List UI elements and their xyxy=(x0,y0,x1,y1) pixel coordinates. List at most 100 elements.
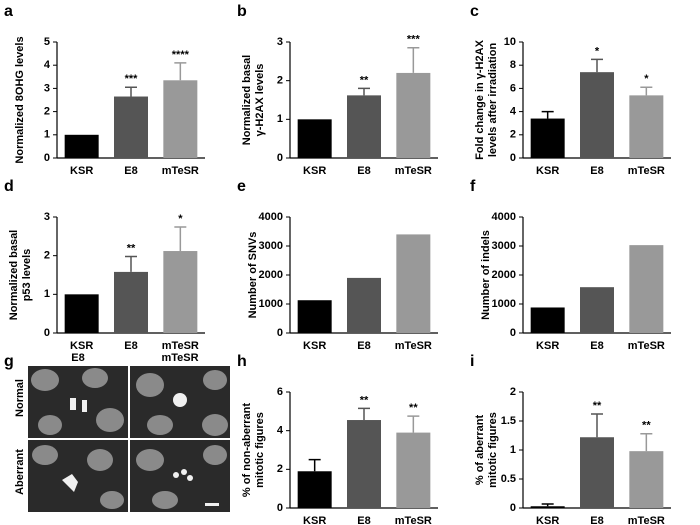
significance-label: * xyxy=(178,213,183,225)
y-tick-label: 1.5 xyxy=(501,415,516,427)
y-axis-label: Normalized 8OHG levels xyxy=(14,36,26,163)
y-tick-label: 1 xyxy=(44,288,50,300)
bar xyxy=(396,432,431,508)
y-axis-label: Number of SNVs xyxy=(247,232,259,319)
y-tick-label: 3 xyxy=(44,82,50,94)
bar xyxy=(347,95,381,158)
bar xyxy=(396,72,431,158)
column-label: mTeSR xyxy=(161,352,198,364)
y-tick-label: 0 xyxy=(44,152,50,164)
error-bar xyxy=(308,458,321,472)
bar xyxy=(64,134,99,158)
y-tick-label: 5 xyxy=(44,36,50,48)
y-tick-label: 0 xyxy=(510,502,516,514)
x-tick-label: KSR xyxy=(536,340,559,352)
significance-label: *** xyxy=(125,73,139,85)
y-tick-label: 10 xyxy=(504,36,516,48)
panel-label: c xyxy=(470,3,479,20)
bar xyxy=(114,271,148,333)
error-bar xyxy=(407,415,420,433)
significance-label: ** xyxy=(409,402,418,414)
y-tick-label: 0 xyxy=(44,327,50,339)
y-tick-label: 1000 xyxy=(259,298,283,310)
bar xyxy=(580,437,614,508)
y-tick-label: 6 xyxy=(510,82,516,94)
y-axis-label: mitotic figures xyxy=(487,412,499,488)
error-bar xyxy=(125,86,137,97)
column-label: E8 xyxy=(71,352,84,364)
error-bar xyxy=(640,433,653,452)
y-axis-label: Number of indels xyxy=(480,230,492,320)
bar xyxy=(347,277,381,333)
x-tick-label: mTeSR xyxy=(162,340,199,352)
error-bar xyxy=(541,110,554,119)
error-bar xyxy=(407,47,420,73)
micrographs xyxy=(28,366,230,512)
x-tick-label: E8 xyxy=(590,340,603,352)
x-tick-label: E8 xyxy=(357,340,370,352)
error-bar xyxy=(640,86,653,96)
significance-label: ** xyxy=(127,242,136,254)
bar xyxy=(347,420,381,508)
row-label: Normal xyxy=(14,379,26,417)
significance-label: ** xyxy=(593,400,602,412)
y-axis-label: Normalized basal xyxy=(241,55,253,145)
significance-label: ** xyxy=(360,74,369,86)
error-bar xyxy=(541,503,554,507)
y-tick-label: 3000 xyxy=(259,240,283,252)
x-tick-label: E8 xyxy=(124,165,137,177)
significance-label: * xyxy=(644,73,649,85)
error-bar xyxy=(358,407,370,421)
y-axis-label: % of aberrant xyxy=(474,415,486,486)
x-tick-label: KSR xyxy=(303,165,326,177)
y-axis-label: mitotic figures xyxy=(254,412,266,488)
x-tick-label: E8 xyxy=(124,340,137,352)
bar xyxy=(297,300,332,333)
panel-label: a xyxy=(4,3,13,20)
x-tick-label: KSR xyxy=(536,515,559,525)
y-tick-label: 1 xyxy=(510,444,516,456)
significance-label: **** xyxy=(172,49,190,61)
error-bar xyxy=(125,255,137,272)
bar xyxy=(114,96,148,158)
bar xyxy=(629,95,664,158)
bar xyxy=(163,80,198,158)
bar xyxy=(396,234,431,333)
x-tick-label: KSR xyxy=(536,165,559,177)
y-tick-label: 2 xyxy=(277,463,283,475)
x-tick-label: E8 xyxy=(357,165,370,177)
y-tick-label: 0.5 xyxy=(501,473,516,485)
significance-label: ** xyxy=(642,420,651,432)
y-tick-label: 4 xyxy=(277,425,284,437)
x-tick-label: KSR xyxy=(70,165,93,177)
bar xyxy=(530,506,565,508)
x-tick-label: mTeSR xyxy=(395,340,432,352)
y-tick-label: 4 xyxy=(44,59,51,71)
y-tick-label: 1 xyxy=(44,129,50,141)
y-tick-label: 1000 xyxy=(492,298,516,310)
panel-label: g xyxy=(4,353,14,370)
error-bar xyxy=(358,87,370,96)
bar xyxy=(297,471,332,508)
y-tick-label: 2000 xyxy=(492,269,516,281)
y-tick-label: 2 xyxy=(44,250,50,262)
bar xyxy=(580,72,614,158)
y-tick-label: 2 xyxy=(277,75,283,87)
y-tick-label: 3 xyxy=(44,211,50,223)
x-tick-label: E8 xyxy=(357,515,370,525)
error-bar xyxy=(591,413,603,438)
y-axis-label: γ-H2AX levels xyxy=(254,64,266,137)
row-label: Aberrant xyxy=(14,449,26,495)
y-tick-label: 3 xyxy=(277,36,283,48)
panel-label: f xyxy=(470,178,476,195)
x-tick-label: E8 xyxy=(590,165,603,177)
significance-label: ** xyxy=(360,394,369,406)
y-tick-label: 3000 xyxy=(492,240,516,252)
x-tick-label: KSR xyxy=(303,340,326,352)
y-tick-label: 0 xyxy=(277,327,283,339)
x-tick-label: mTeSR xyxy=(628,515,665,525)
significance-label: *** xyxy=(407,34,421,46)
y-tick-label: 4000 xyxy=(492,211,516,223)
x-tick-label: mTeSR xyxy=(395,515,432,525)
